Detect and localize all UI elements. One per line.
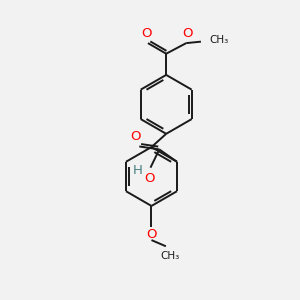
Text: CH₃: CH₃	[160, 251, 179, 261]
Text: O: O	[130, 130, 141, 143]
Text: O: O	[146, 228, 157, 241]
Text: O: O	[182, 27, 192, 40]
Text: O: O	[145, 172, 155, 185]
Text: O: O	[141, 27, 152, 40]
Text: CH₃: CH₃	[209, 35, 228, 46]
Text: H: H	[133, 164, 143, 177]
